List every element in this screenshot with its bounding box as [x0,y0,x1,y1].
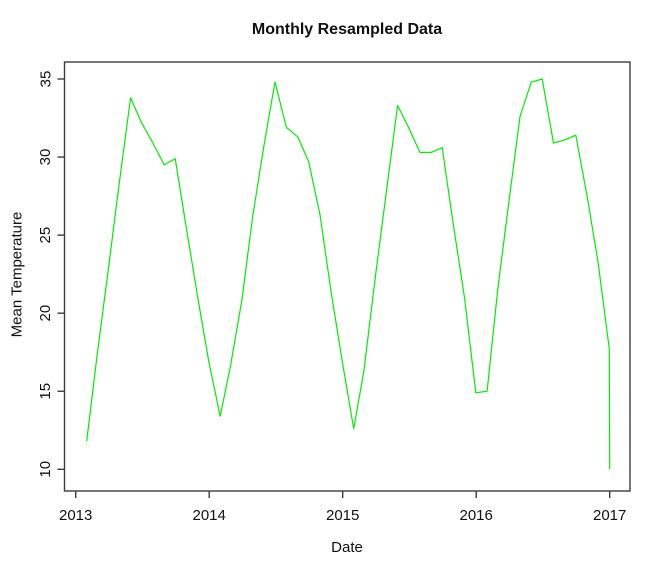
x-tick-label: 2017 [593,507,626,524]
y-tick-label: 25 [37,227,54,244]
y-axis-title: Mean Temperature [8,211,26,338]
y-tick-label: 15 [37,383,54,400]
y-tick-label: 35 [37,71,54,88]
mean-temperature-line [86,78,611,470]
x-tick-label: 2015 [326,507,359,524]
x-axis-title: Date [331,539,363,556]
x-tick-label: 2013 [59,507,92,524]
x-tick-label: 2016 [460,507,493,524]
y-tick-label: 20 [37,305,54,322]
chart-title: Monthly Resampled Data [251,21,443,38]
plot-box [63,61,631,492]
y-tick-label: 30 [37,149,54,166]
y-tick-label: 10 [37,461,54,478]
x-tick-label: 2014 [193,507,226,524]
